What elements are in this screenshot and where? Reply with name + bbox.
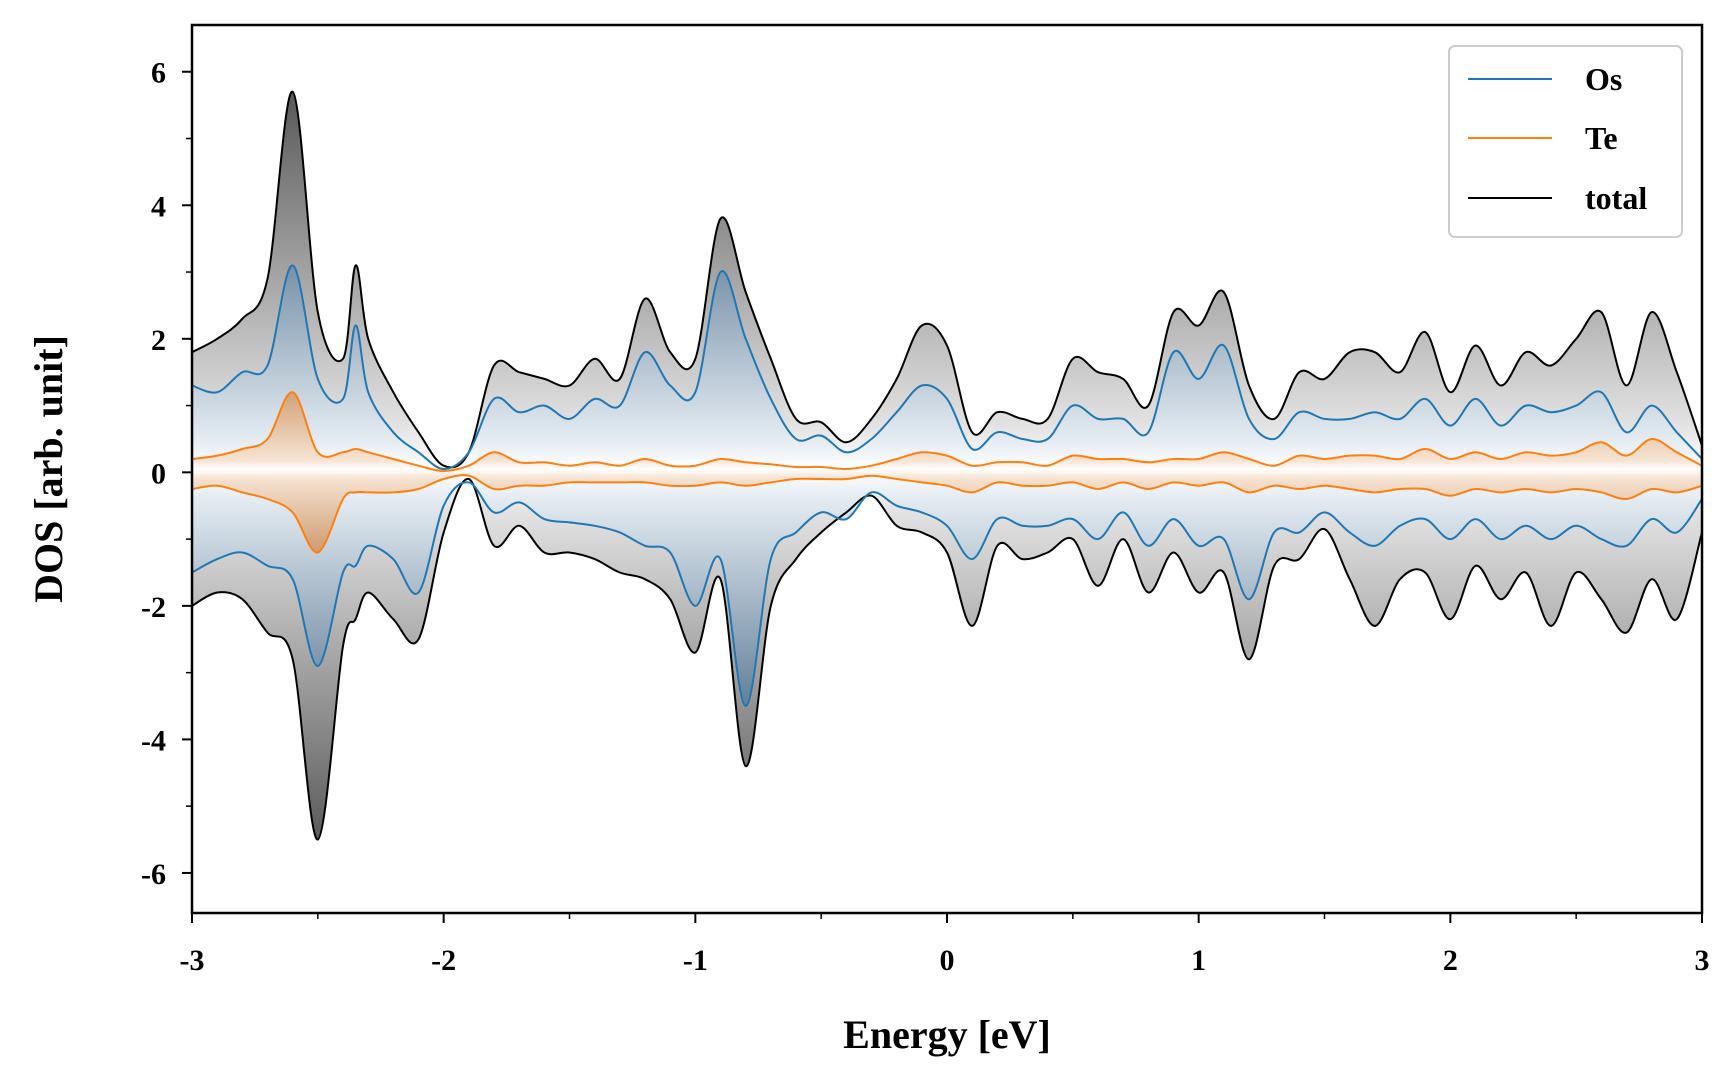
- legend-total-label: total: [1585, 180, 1647, 216]
- x-tick-label: -2: [431, 944, 456, 977]
- x-tick-label: 2: [1443, 944, 1458, 977]
- y-tick-label: -4: [141, 724, 166, 757]
- x-tick-label: 3: [1695, 944, 1710, 977]
- x-tick-label: -3: [180, 944, 205, 977]
- y-tick-label: 4: [151, 190, 166, 223]
- y-tick-label: -6: [141, 858, 166, 891]
- total-down-line: [192, 478, 1702, 841]
- plot-frame: [190, 23, 1704, 915]
- os-up-line: [192, 264, 1702, 471]
- os-down-line: [192, 481, 1702, 708]
- y-tick-label: 6: [151, 57, 166, 90]
- legend-os-label: Os: [1585, 61, 1622, 97]
- dos-fills: [192, 91, 1702, 840]
- x-tick-label: -1: [683, 944, 708, 977]
- legend: Os Te total: [1448, 45, 1683, 238]
- plot-area: [192, 90, 1702, 841]
- dos-lines: [192, 90, 1702, 841]
- tick-labels: -3 -2 -1 0 1 2 3 -6 -4 -2 0 2 4 6: [141, 57, 1710, 977]
- total-up-line: [192, 90, 1702, 469]
- os-up-fill: [192, 265, 1702, 473]
- x-axis-label: Energy [eV]: [843, 1012, 1051, 1057]
- legend-box: [1448, 45, 1683, 238]
- te-down-line: [192, 474, 1702, 554]
- legend-te-label: Te: [1585, 120, 1618, 156]
- y-axis-label: DOS [arb. unit]: [26, 335, 71, 603]
- x-tick-label: 0: [940, 944, 955, 977]
- x-tick-label: 1: [1191, 944, 1206, 977]
- y-tick-label: -2: [141, 591, 166, 624]
- os-down-fill: [192, 472, 1702, 706]
- te-down-fill: [192, 472, 1702, 553]
- te-up-line: [192, 391, 1702, 473]
- axis-ticks: [182, 70, 1703, 923]
- y-tick-label: 0: [151, 457, 166, 490]
- y-tick-label: 2: [151, 324, 166, 357]
